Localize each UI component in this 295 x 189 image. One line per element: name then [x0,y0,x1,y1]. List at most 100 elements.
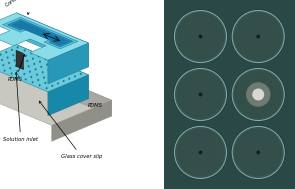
Circle shape [54,72,56,74]
Circle shape [256,151,260,154]
Circle shape [46,87,47,89]
Polygon shape [48,43,88,84]
Circle shape [37,79,39,81]
Circle shape [174,10,227,63]
Circle shape [232,68,284,121]
Circle shape [232,10,284,63]
Circle shape [40,66,42,68]
Circle shape [256,35,260,38]
Circle shape [231,9,285,64]
Circle shape [9,67,11,69]
Circle shape [17,46,19,49]
Circle shape [11,72,13,75]
Circle shape [33,63,35,65]
Circle shape [231,67,285,122]
Circle shape [49,74,51,76]
Circle shape [5,51,7,53]
Polygon shape [0,13,88,60]
Circle shape [14,59,16,62]
Circle shape [60,69,62,72]
Circle shape [174,68,227,121]
Circle shape [12,54,14,56]
Circle shape [26,60,28,62]
Text: Control valve solution inlet: Control valve solution inlet [5,0,60,14]
Circle shape [74,75,76,77]
Circle shape [199,35,202,38]
Circle shape [234,13,282,60]
Circle shape [47,69,49,71]
Circle shape [44,82,46,84]
Circle shape [61,75,63,77]
Polygon shape [17,45,88,99]
Polygon shape [0,45,88,92]
Circle shape [67,72,69,74]
Circle shape [6,56,9,59]
Circle shape [234,129,282,176]
Circle shape [30,76,32,78]
Circle shape [231,125,285,180]
Circle shape [52,61,54,63]
Circle shape [19,57,21,59]
Circle shape [45,58,47,60]
Circle shape [42,71,44,73]
Circle shape [39,60,41,63]
Circle shape [46,63,48,66]
Text: Solution inlet: Solution inlet [3,72,38,142]
Circle shape [35,68,37,70]
Circle shape [11,49,13,51]
Circle shape [2,64,4,66]
Circle shape [177,129,224,176]
FancyBboxPatch shape [164,0,295,189]
Polygon shape [11,21,69,45]
Text: PDMS: PDMS [8,55,25,82]
Circle shape [80,73,82,75]
Circle shape [23,73,25,75]
Text: PDMS: PDMS [88,103,103,108]
Polygon shape [17,13,88,67]
Circle shape [174,126,227,179]
Circle shape [29,70,31,73]
Circle shape [18,75,19,77]
Circle shape [173,9,228,64]
Circle shape [173,67,228,122]
Circle shape [199,151,202,154]
Circle shape [50,79,52,82]
Circle shape [43,76,45,79]
Circle shape [252,88,264,101]
Circle shape [15,65,17,67]
Circle shape [16,70,18,72]
Circle shape [59,64,61,66]
Circle shape [66,67,68,69]
Polygon shape [16,50,23,69]
Circle shape [25,55,27,57]
Polygon shape [0,59,112,125]
Circle shape [53,66,55,69]
Circle shape [73,70,75,72]
Polygon shape [48,75,88,116]
Circle shape [177,71,224,118]
Circle shape [38,55,40,57]
Polygon shape [52,100,112,141]
Circle shape [22,68,24,70]
Circle shape [18,52,20,54]
Circle shape [28,65,30,67]
Polygon shape [13,59,112,116]
Polygon shape [2,17,78,49]
Circle shape [51,85,53,87]
Circle shape [0,53,1,56]
Circle shape [199,93,202,96]
Polygon shape [8,19,73,47]
Circle shape [39,84,41,86]
Circle shape [25,78,27,81]
Circle shape [63,80,65,82]
Circle shape [32,57,34,60]
Circle shape [21,62,23,65]
Text: Glass cover slip: Glass cover slip [39,101,103,159]
Circle shape [232,126,284,179]
Circle shape [31,52,33,54]
Circle shape [1,59,3,61]
Circle shape [4,69,6,72]
Circle shape [177,13,224,60]
Circle shape [57,82,59,85]
Circle shape [173,125,228,180]
